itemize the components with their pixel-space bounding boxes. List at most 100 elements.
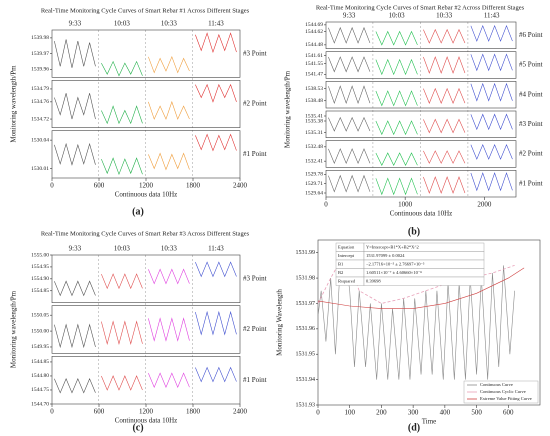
x-tick-label: 2000 xyxy=(477,201,492,209)
signal-line xyxy=(54,323,96,349)
y-tick-label: 1539.96 xyxy=(31,67,49,73)
stage-label: 10:03 xyxy=(114,20,130,28)
signal-line xyxy=(195,133,237,152)
point-label: #3 Point xyxy=(243,274,267,282)
x-tick-label: 1200 xyxy=(139,182,154,190)
point-label: #1 Point xyxy=(243,376,267,384)
signal-line xyxy=(328,26,371,44)
x-axis-label: Continuous data 10Hz xyxy=(390,210,453,218)
table-text: B2 xyxy=(338,270,343,275)
signal-line xyxy=(375,177,418,196)
signal-line xyxy=(423,56,466,74)
y-tick-label: 1535.31 xyxy=(305,130,323,136)
table-text: B1 xyxy=(338,261,343,266)
signal-line xyxy=(195,261,237,278)
signal-line xyxy=(328,56,371,73)
stage-label: 11:43 xyxy=(208,20,224,28)
table-text: Rsquared xyxy=(338,278,356,283)
y-axis-label: Monitoring Wavelength xyxy=(276,289,284,356)
signal-line xyxy=(328,148,371,165)
x-tick-label: 0 xyxy=(324,201,328,209)
x-tick-label: 400 xyxy=(440,409,451,417)
signal-line xyxy=(101,105,143,125)
y-tick-label: 1541.61 xyxy=(305,53,323,59)
legend-label: Extreme Value Fitting Curve xyxy=(480,396,532,401)
caption: (a) xyxy=(132,206,144,217)
stage-label: 9:33 xyxy=(69,245,82,253)
y-tick-label: 1544.69 xyxy=(305,22,323,28)
y-tick-label: 1529.78 xyxy=(305,172,323,178)
y-tick-label: 1538.48 xyxy=(305,98,323,104)
panel-frame xyxy=(51,356,241,405)
y-tick-label: 1538.53 xyxy=(305,86,323,92)
y-tick-label: 1554.90 xyxy=(31,276,49,282)
signal-line xyxy=(375,120,418,136)
y-tick-label: 1544.80 xyxy=(31,373,49,379)
signal-line xyxy=(148,317,190,342)
y-axis-label: Monitoring wavelength/Pm xyxy=(10,65,18,143)
signal-line xyxy=(375,58,418,76)
stage-label: 11:43 xyxy=(484,12,500,20)
signal-line xyxy=(54,280,96,297)
point-label: #1 Point xyxy=(243,150,267,158)
y-axis-label: Monitoring wavelength/Pm xyxy=(284,70,292,148)
stage-label: 10:33 xyxy=(436,12,452,20)
signal-line xyxy=(423,28,466,44)
signal-line xyxy=(470,113,513,131)
y-tick-label: 1549.95 xyxy=(31,344,49,350)
signal-line xyxy=(328,116,371,132)
y-tick-label: 1534.72 xyxy=(31,116,49,122)
signal-line xyxy=(423,176,466,194)
signal-line xyxy=(375,152,418,166)
y-tick-label: 1531.96 xyxy=(296,326,316,332)
caption: (c) xyxy=(132,422,143,433)
y-tick-label: 1555.00 xyxy=(31,252,49,258)
signal-line xyxy=(54,39,96,68)
x-tick-label: 100 xyxy=(344,409,355,417)
panel-frame xyxy=(325,170,517,198)
x-tick-label: 2400 xyxy=(233,182,248,190)
x-axis-label: Continuous data 10Hz xyxy=(115,191,178,199)
signal-line xyxy=(470,53,513,72)
panel-frame xyxy=(51,80,241,128)
x-tick-label: 600 xyxy=(503,409,514,417)
signal-line xyxy=(470,82,513,102)
y-tick-label: 1535.41 xyxy=(305,113,323,119)
y-tick-label: 1544.75 xyxy=(31,387,49,393)
y-tick-label: 1550.00 xyxy=(31,328,49,334)
signal-line xyxy=(423,118,466,134)
panel-frame xyxy=(51,29,241,78)
x-tick-label: 1000 xyxy=(398,201,413,209)
point-label: #1 Point xyxy=(519,179,543,187)
y-tick-label: 1534.76 xyxy=(31,99,49,105)
point-label: #2 Point xyxy=(519,150,543,158)
y-tick-label: 1530.04 xyxy=(31,137,49,143)
panel-frame xyxy=(325,51,517,79)
y-tick-label: 1550.05 xyxy=(31,312,49,318)
panel-frame xyxy=(325,140,517,168)
stage-label: 9:33 xyxy=(69,20,82,28)
point-label: #3 Point xyxy=(243,49,267,57)
signal-line xyxy=(375,90,418,107)
x-tick-label: 1800 xyxy=(186,408,201,416)
signal-line xyxy=(195,366,237,383)
point-label: #6 Point xyxy=(519,31,543,39)
signal-line xyxy=(195,310,237,336)
table-text: Equation xyxy=(338,244,355,249)
signal-line xyxy=(101,60,143,77)
point-label: #2 Point xyxy=(243,325,267,333)
signal-line xyxy=(101,320,143,345)
x-tick-label: 0 xyxy=(50,408,54,416)
y-tick-label: 1534.79 xyxy=(31,86,49,92)
plot-frame xyxy=(317,239,541,406)
panel-frame xyxy=(51,305,241,354)
x-axis-label: Time xyxy=(422,418,437,426)
y-tick-label: 1539.97 xyxy=(31,51,49,57)
point-label: #5 Point xyxy=(519,61,543,69)
panel-frame xyxy=(325,21,517,49)
point-label: #3 Point xyxy=(519,120,543,128)
y-tick-label: 1532.48 xyxy=(305,144,323,150)
table-text: Intercept xyxy=(338,253,355,258)
signal-line xyxy=(148,152,190,171)
signal-line xyxy=(470,172,513,192)
